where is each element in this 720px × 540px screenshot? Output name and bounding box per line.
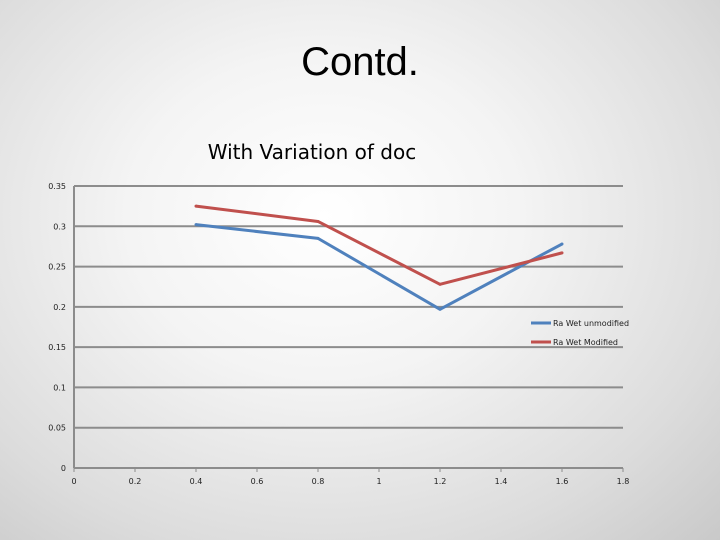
y-tick-label: 0.1: [53, 383, 66, 392]
chart-title: With Variation of doc: [207, 140, 417, 164]
x-tick-label: 1.8: [617, 477, 630, 486]
data-point: [438, 307, 442, 311]
x-tick-label: 0.4: [190, 477, 203, 486]
slide-title: Contd.: [301, 40, 419, 84]
y-tick-label: 0.2: [53, 303, 66, 312]
y-tick-label: 0.15: [48, 343, 66, 352]
x-tick-label: 1: [376, 477, 381, 486]
series-line-2: [195, 204, 563, 286]
x-tick-label: 1.6: [556, 477, 569, 486]
x-tick-label: 0.6: [251, 477, 264, 486]
data-point: [560, 242, 564, 246]
x-tick-label: 1.2: [434, 477, 447, 486]
y-tick-label: 0.35: [48, 182, 66, 191]
series-line-1: [195, 223, 563, 311]
data-point: [316, 219, 320, 223]
legend-label: Ra Wet Modified: [553, 338, 618, 347]
data-point: [194, 204, 198, 208]
x-tick-label: 1.4: [495, 477, 508, 486]
data-point: [194, 223, 198, 227]
data-point: [316, 236, 320, 240]
legend-label: Ra Wet unmodified: [553, 319, 629, 328]
y-tick-label: 0: [61, 464, 66, 473]
x-tick-label: 0.2: [129, 477, 142, 486]
data-point: [438, 282, 442, 286]
data-point: [560, 251, 564, 255]
x-tick-label: 0: [71, 477, 76, 486]
y-tick-label: 0.25: [48, 263, 66, 272]
y-tick-label: 0.05: [48, 424, 66, 433]
y-tick-label: 0.3: [53, 222, 66, 231]
x-tick-label: 0.8: [312, 477, 325, 486]
